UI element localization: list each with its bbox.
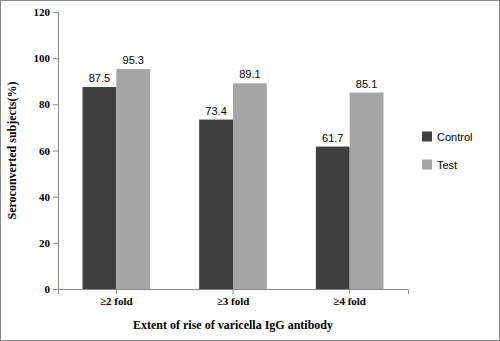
chart: 0 20 40 60 80 100 120 ≥2 fold ≥3 fold ≥4 fold 87.5… [0,0,500,341]
x-tick: ≥3 fold [217,289,250,307]
bar [350,93,384,289]
bar [199,120,233,289]
y-tick-mark [53,58,58,59]
y-tick-mark [53,197,58,198]
bar [316,147,350,289]
x-tick-label: ≥2 fold [100,295,133,307]
data-label: 85.1 [356,78,377,90]
legend-swatch [422,132,432,142]
x-tick-label: ≥4 fold [333,295,366,307]
y-tick-mark [53,104,58,105]
chart-border [1,1,500,341]
bar [83,87,117,289]
y-tick-label: 80 [39,98,51,110]
legend: Control Test [422,131,472,171]
y-axis-line [53,13,59,290]
y-tick-label: 40 [39,191,51,203]
x-tick: ≥2 fold [100,289,133,307]
legend-swatch [422,160,432,170]
legend-label: Test [437,159,457,171]
bar [116,69,150,289]
y-axis-title: Seroconverted subjects(%) [5,81,19,219]
x-axis-title: Extent of rise of varicella IgG antibody [133,318,333,332]
y-tick: 0 [45,283,59,295]
bar-series [116,69,383,289]
x-tick-mark [233,289,234,294]
y-tick: 60 [39,145,58,157]
legend-label: Control [437,131,472,143]
x-tick-mark [349,289,350,294]
y-tick: 80 [39,98,58,110]
x-tick-mark [116,289,117,294]
y-axis: 0 20 40 60 80 100 120 [34,6,59,295]
data-label: 87.5 [89,72,110,84]
data-label: 95.3 [123,54,144,66]
y-tick-mark [53,289,58,290]
y-tick-label: 20 [39,237,51,249]
y-tick: 40 [39,191,58,203]
y-tick-label: 0 [45,283,51,295]
y-tick-label: 120 [34,6,51,18]
data-label: 89.1 [239,68,260,80]
y-tick-mark [53,243,58,244]
y-tick: 120 [34,6,59,18]
bars [83,69,384,289]
plot: 0 20 40 60 80 100 120 ≥2 fold ≥3 fold ≥4 fold 87.5… [34,6,409,307]
x-axis: ≥2 fold ≥3 fold ≥4 fold [59,289,409,307]
y-tick-label: 100 [34,52,51,64]
y-tick: 100 [34,52,59,64]
y-tick-mark [53,151,58,152]
data-labels: 87.5 73.4 61.7 95.3 89.1 85.1 [89,54,378,144]
bar [233,83,267,289]
data-label: 73.4 [205,105,226,117]
data-label: 61.7 [322,132,343,144]
x-axis-line [59,290,409,295]
y-tick-mark [53,12,58,13]
y-tick: 20 [39,237,58,249]
x-tick-label: ≥3 fold [217,295,250,307]
x-tick: ≥4 fold [333,289,366,307]
y-tick-label: 60 [39,145,51,157]
